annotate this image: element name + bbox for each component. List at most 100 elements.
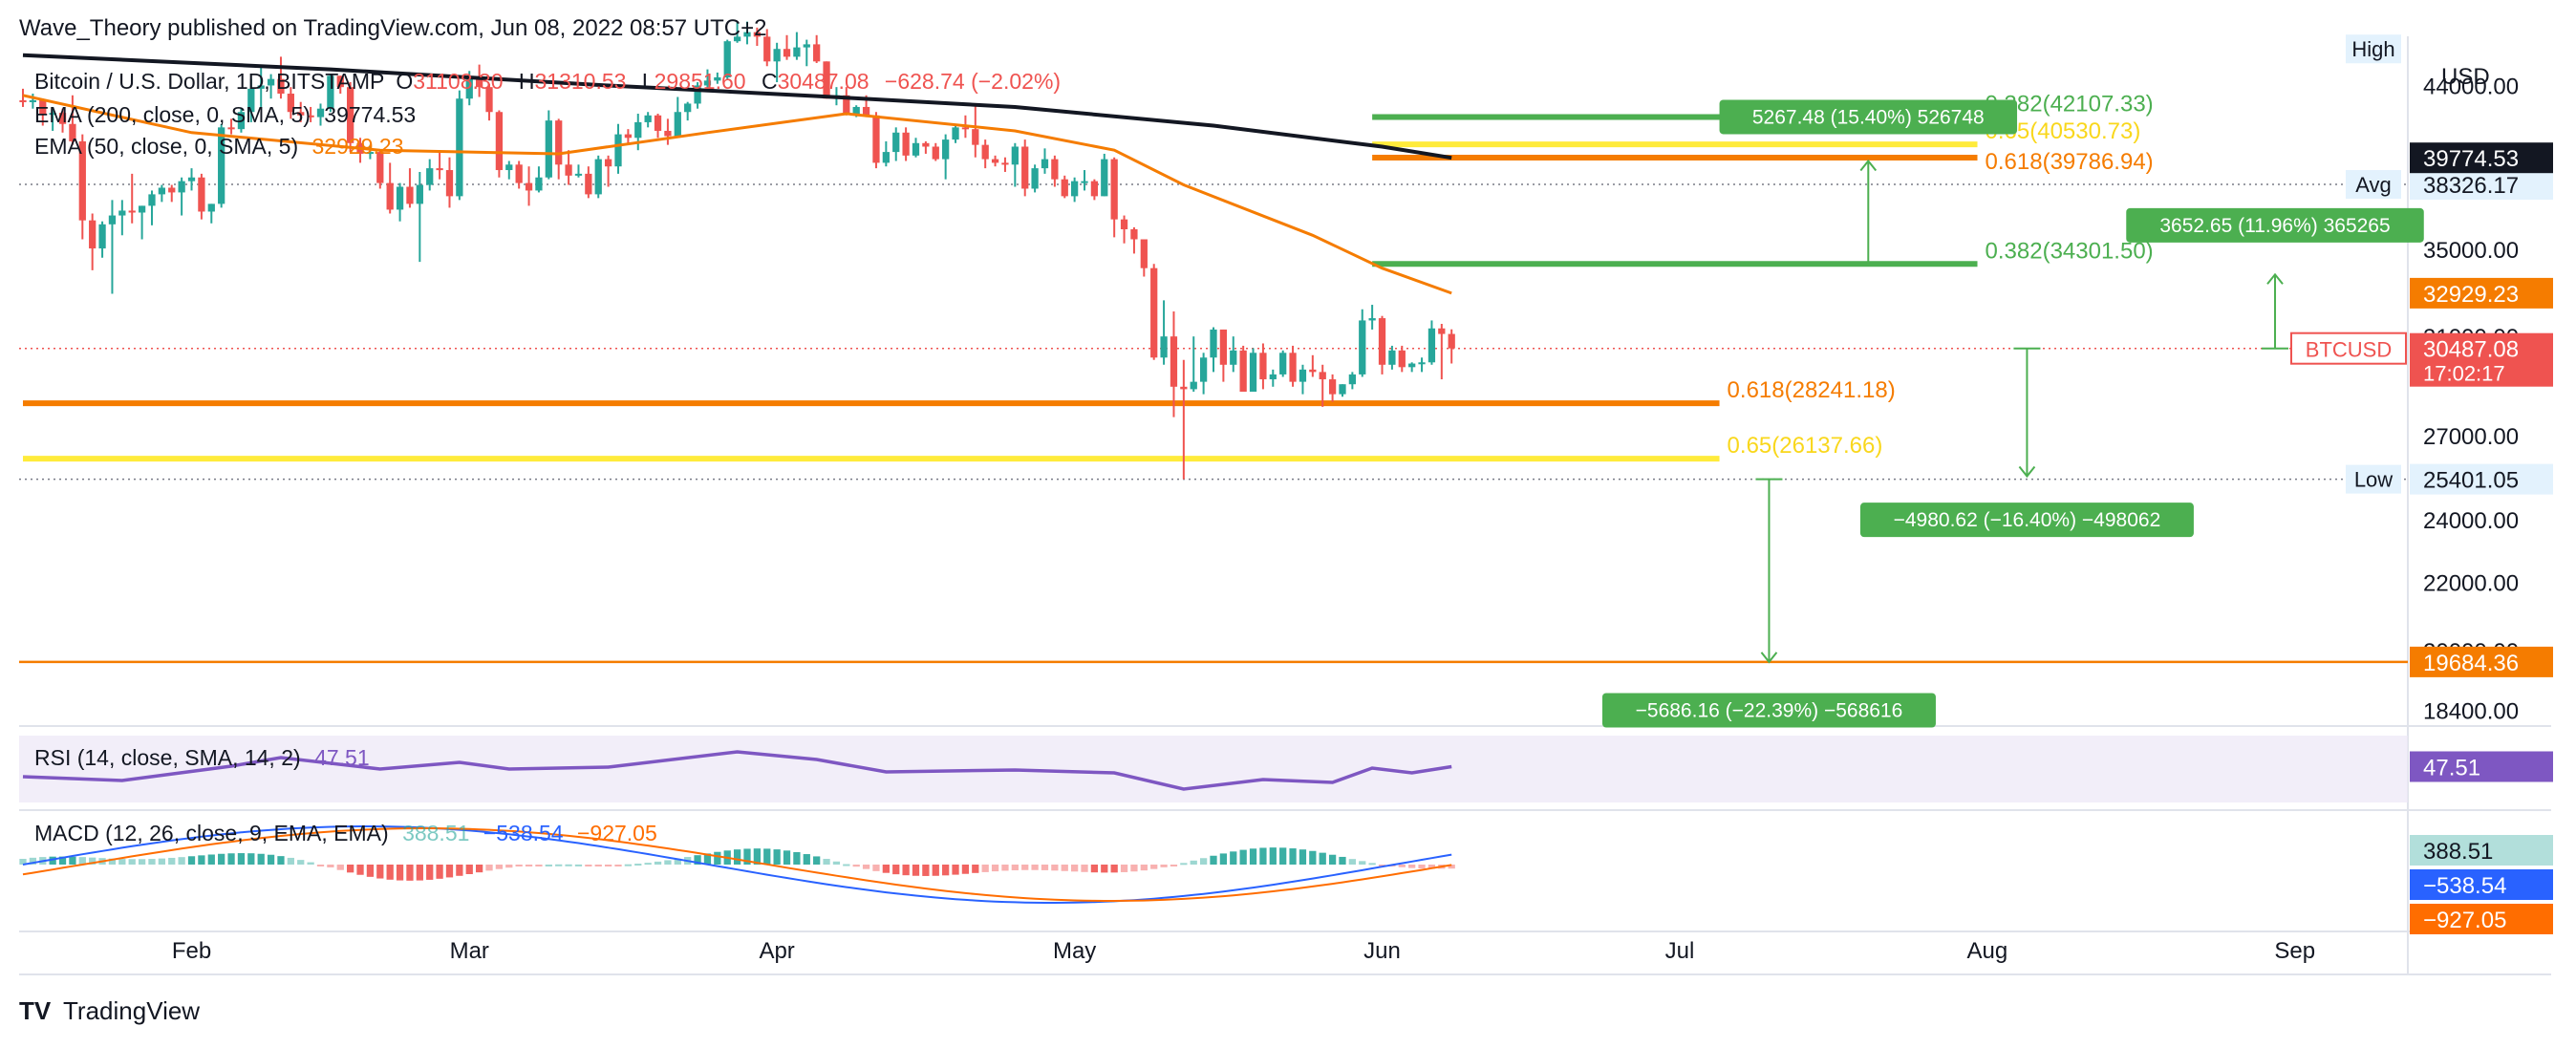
candle <box>1021 139 1029 197</box>
macd-histogram-bar <box>495 865 504 869</box>
candle <box>396 182 404 222</box>
measure-box <box>1719 99 2018 135</box>
macd-histogram-bar <box>535 865 543 866</box>
candle <box>475 64 483 97</box>
macd-histogram-bar <box>49 856 56 865</box>
candle <box>1041 148 1049 174</box>
rsi-legend-label: RSI (14, close, SMA, 14, 2) <box>34 745 301 770</box>
candle <box>1230 336 1237 373</box>
candle <box>922 140 930 154</box>
candle <box>58 108 67 133</box>
time-tick-label: Apr <box>759 938 794 964</box>
main-legend: Bitcoin / U.S. Dollar, 1D, BITSTAMP O311… <box>34 69 1061 159</box>
candle <box>178 177 185 216</box>
macd-histogram-bar <box>78 857 86 865</box>
macd-histogram-bar <box>58 856 67 865</box>
macd-histogram-bar <box>1408 865 1416 868</box>
legend-l-label: L <box>642 69 655 94</box>
candle-body <box>49 113 56 116</box>
candle-body <box>475 78 483 88</box>
candle <box>565 150 572 185</box>
candle <box>187 168 196 191</box>
rsi-line <box>22 750 1452 791</box>
candle-body <box>843 95 850 115</box>
candle-body <box>347 87 354 143</box>
candle-body <box>803 44 810 48</box>
macd-histogram-bar <box>247 853 255 865</box>
candle-body <box>1230 350 1237 365</box>
candle-body <box>307 115 314 118</box>
candle-body <box>1398 350 1406 368</box>
macd-histogram-bar <box>515 865 523 866</box>
measure-tool: 5267.48 (15.40%) 526748 <box>1719 99 2018 266</box>
candle-body <box>436 168 443 171</box>
candle-body <box>58 113 67 124</box>
candle <box>902 127 910 161</box>
legend-c-label: C <box>762 69 778 94</box>
candle-body <box>386 182 394 210</box>
axis-price-label: 30487.08 <box>2423 337 2519 363</box>
candle <box>128 173 136 224</box>
macd-histogram-bar <box>594 865 602 866</box>
macd-histogram-bar <box>158 858 166 865</box>
macd-histogram-bar <box>1339 856 1346 865</box>
axis-price-label: 19684.36 <box>2423 651 2519 676</box>
candle <box>872 112 880 169</box>
macd-histogram-bar <box>1160 865 1168 867</box>
macd-histogram-bar <box>227 853 235 865</box>
candle-body <box>981 144 989 160</box>
candle-body <box>664 130 672 137</box>
macd-histogram-bar <box>1101 865 1108 873</box>
candle <box>803 39 810 67</box>
macd-histogram-bar <box>108 858 117 865</box>
macd-histogram-bar <box>316 865 325 866</box>
legend-h-value: 31310.53 <box>535 69 627 94</box>
candle-body <box>912 142 920 156</box>
legend-ema50-label: EMA (50, close, 0, SMA, 5) <box>34 134 298 159</box>
macd-histogram-bar <box>753 848 762 865</box>
candle-body <box>1319 372 1326 380</box>
candle <box>1368 305 1376 330</box>
candle-body <box>823 61 830 99</box>
legend-symbol: Bitcoin / U.S. Dollar, 1D, BITSTAMP <box>34 69 384 94</box>
candle <box>445 157 454 208</box>
candle-body <box>743 32 751 37</box>
candle <box>942 134 950 180</box>
candle <box>1011 142 1019 187</box>
candle <box>207 203 215 224</box>
candle-body <box>1130 229 1138 240</box>
measure-arrow <box>2018 465 2036 479</box>
candle-body <box>1070 181 1079 197</box>
macd-legend-line: −538.54 <box>483 821 564 845</box>
macd-histogram-bar <box>1219 853 1228 865</box>
axis-tag-bg <box>2346 34 2401 64</box>
measure-tool: 3652.65 (11.96%) 365265 <box>2126 207 2424 350</box>
candle <box>287 87 294 119</box>
axis-price-label: 39774.53 <box>2423 146 2519 172</box>
candle <box>1328 374 1337 402</box>
candle-body <box>1368 318 1376 321</box>
candle <box>1448 329 1455 364</box>
macd-histogram-bar <box>29 857 37 865</box>
candle-body <box>714 76 721 81</box>
candle <box>1001 157 1009 172</box>
candle-body <box>545 120 552 178</box>
candle-body <box>1081 181 1088 183</box>
macd-histogram-bar <box>952 865 959 875</box>
candle-body <box>1428 328 1436 363</box>
macd-histogram-bar <box>604 865 612 866</box>
time-tick-label: Feb <box>172 938 211 964</box>
macd-histogram-bar <box>852 865 860 867</box>
candle-body <box>267 78 275 86</box>
time-tick-label: May <box>1053 938 1096 964</box>
macd-histogram-bar <box>1041 865 1049 870</box>
macd-histogram-bar <box>416 865 423 881</box>
candle-body <box>227 127 235 130</box>
candle-body <box>654 115 662 131</box>
measure-box <box>1859 503 2194 538</box>
candle-body <box>872 115 880 163</box>
candle-body <box>1031 168 1039 189</box>
candle <box>1249 348 1257 393</box>
measure-label: 5267.48 (15.40%) 526748 <box>1752 106 1985 128</box>
candle <box>168 184 176 203</box>
